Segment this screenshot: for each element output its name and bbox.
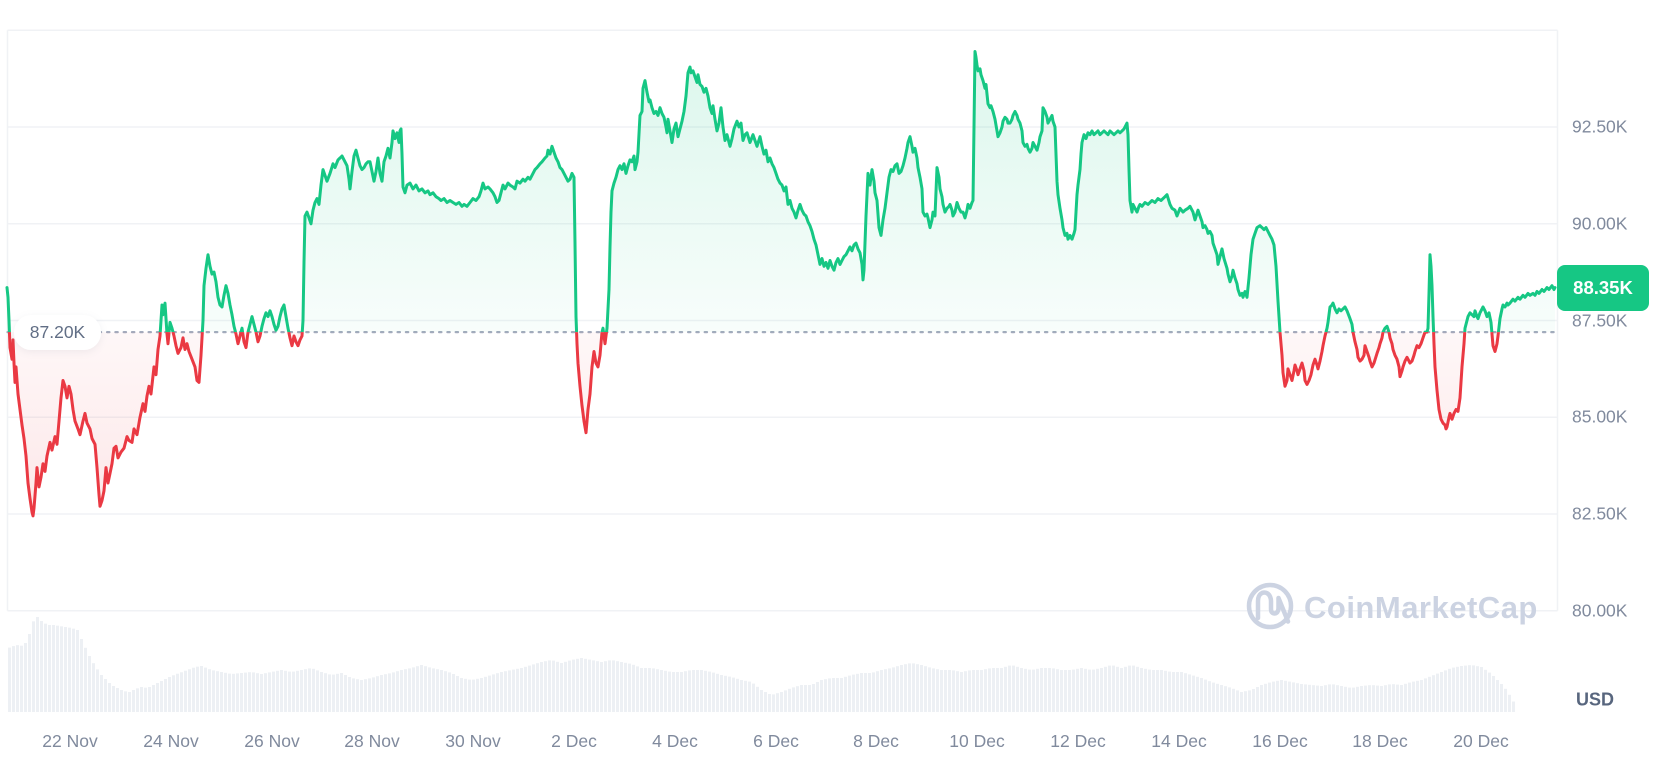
y-axis-tick-label: 82.50K	[1572, 503, 1628, 524]
x-axis-tick-label: 14 Dec	[1151, 731, 1207, 751]
x-axis-tick-label: 24 Nov	[143, 731, 199, 751]
coinmarketcap-logo-icon	[1255, 590, 1291, 624]
x-axis-tick-label: 28 Nov	[344, 731, 400, 751]
x-axis-tick-label: 12 Dec	[1050, 731, 1106, 751]
coinmarketcap-watermark: CoinMarketCap	[1246, 582, 1538, 630]
volume-bars	[8, 617, 1515, 712]
price-area-above-baseline	[7, 51, 1555, 333]
y-axis-tick-label: 80.00K	[1572, 600, 1628, 621]
x-axis-tick-label: 2 Dec	[551, 731, 597, 751]
x-axis-tick-label: 6 Dec	[753, 731, 799, 751]
x-axis-tick-label: 26 Nov	[244, 731, 300, 751]
x-axis-tick-label: 10 Dec	[949, 731, 1005, 751]
x-axis-tick-label: 30 Nov	[445, 731, 501, 751]
y-axis-tick-label: 90.00K	[1572, 213, 1628, 234]
y-axis-tick-label: 92.50K	[1572, 116, 1628, 137]
baseline-price-pill: 87.20K	[14, 314, 101, 350]
price-line-green	[5, 50, 1557, 333]
x-axis-tick-label: 16 Dec	[1252, 731, 1308, 751]
price-line-red	[7, 332, 1500, 518]
x-axis-tick-label: 8 Dec	[853, 731, 899, 751]
watermark-text: CoinMarketCap	[1304, 590, 1538, 625]
x-axis-tick-label: 4 Dec	[652, 731, 698, 751]
x-axis-tick-label: 18 Dec	[1352, 731, 1408, 751]
y-axis-tick-label: 87.50K	[1572, 310, 1628, 330]
current-price-badge: 88.35K	[1557, 264, 1649, 311]
x-axis-tick-label: 20 Dec	[1453, 731, 1509, 751]
currency-unit-label: USD	[1576, 689, 1615, 710]
x-axis-tick-label: 22 Nov	[42, 731, 98, 751]
y-axis-tick-label: 85.00K	[1572, 406, 1628, 427]
